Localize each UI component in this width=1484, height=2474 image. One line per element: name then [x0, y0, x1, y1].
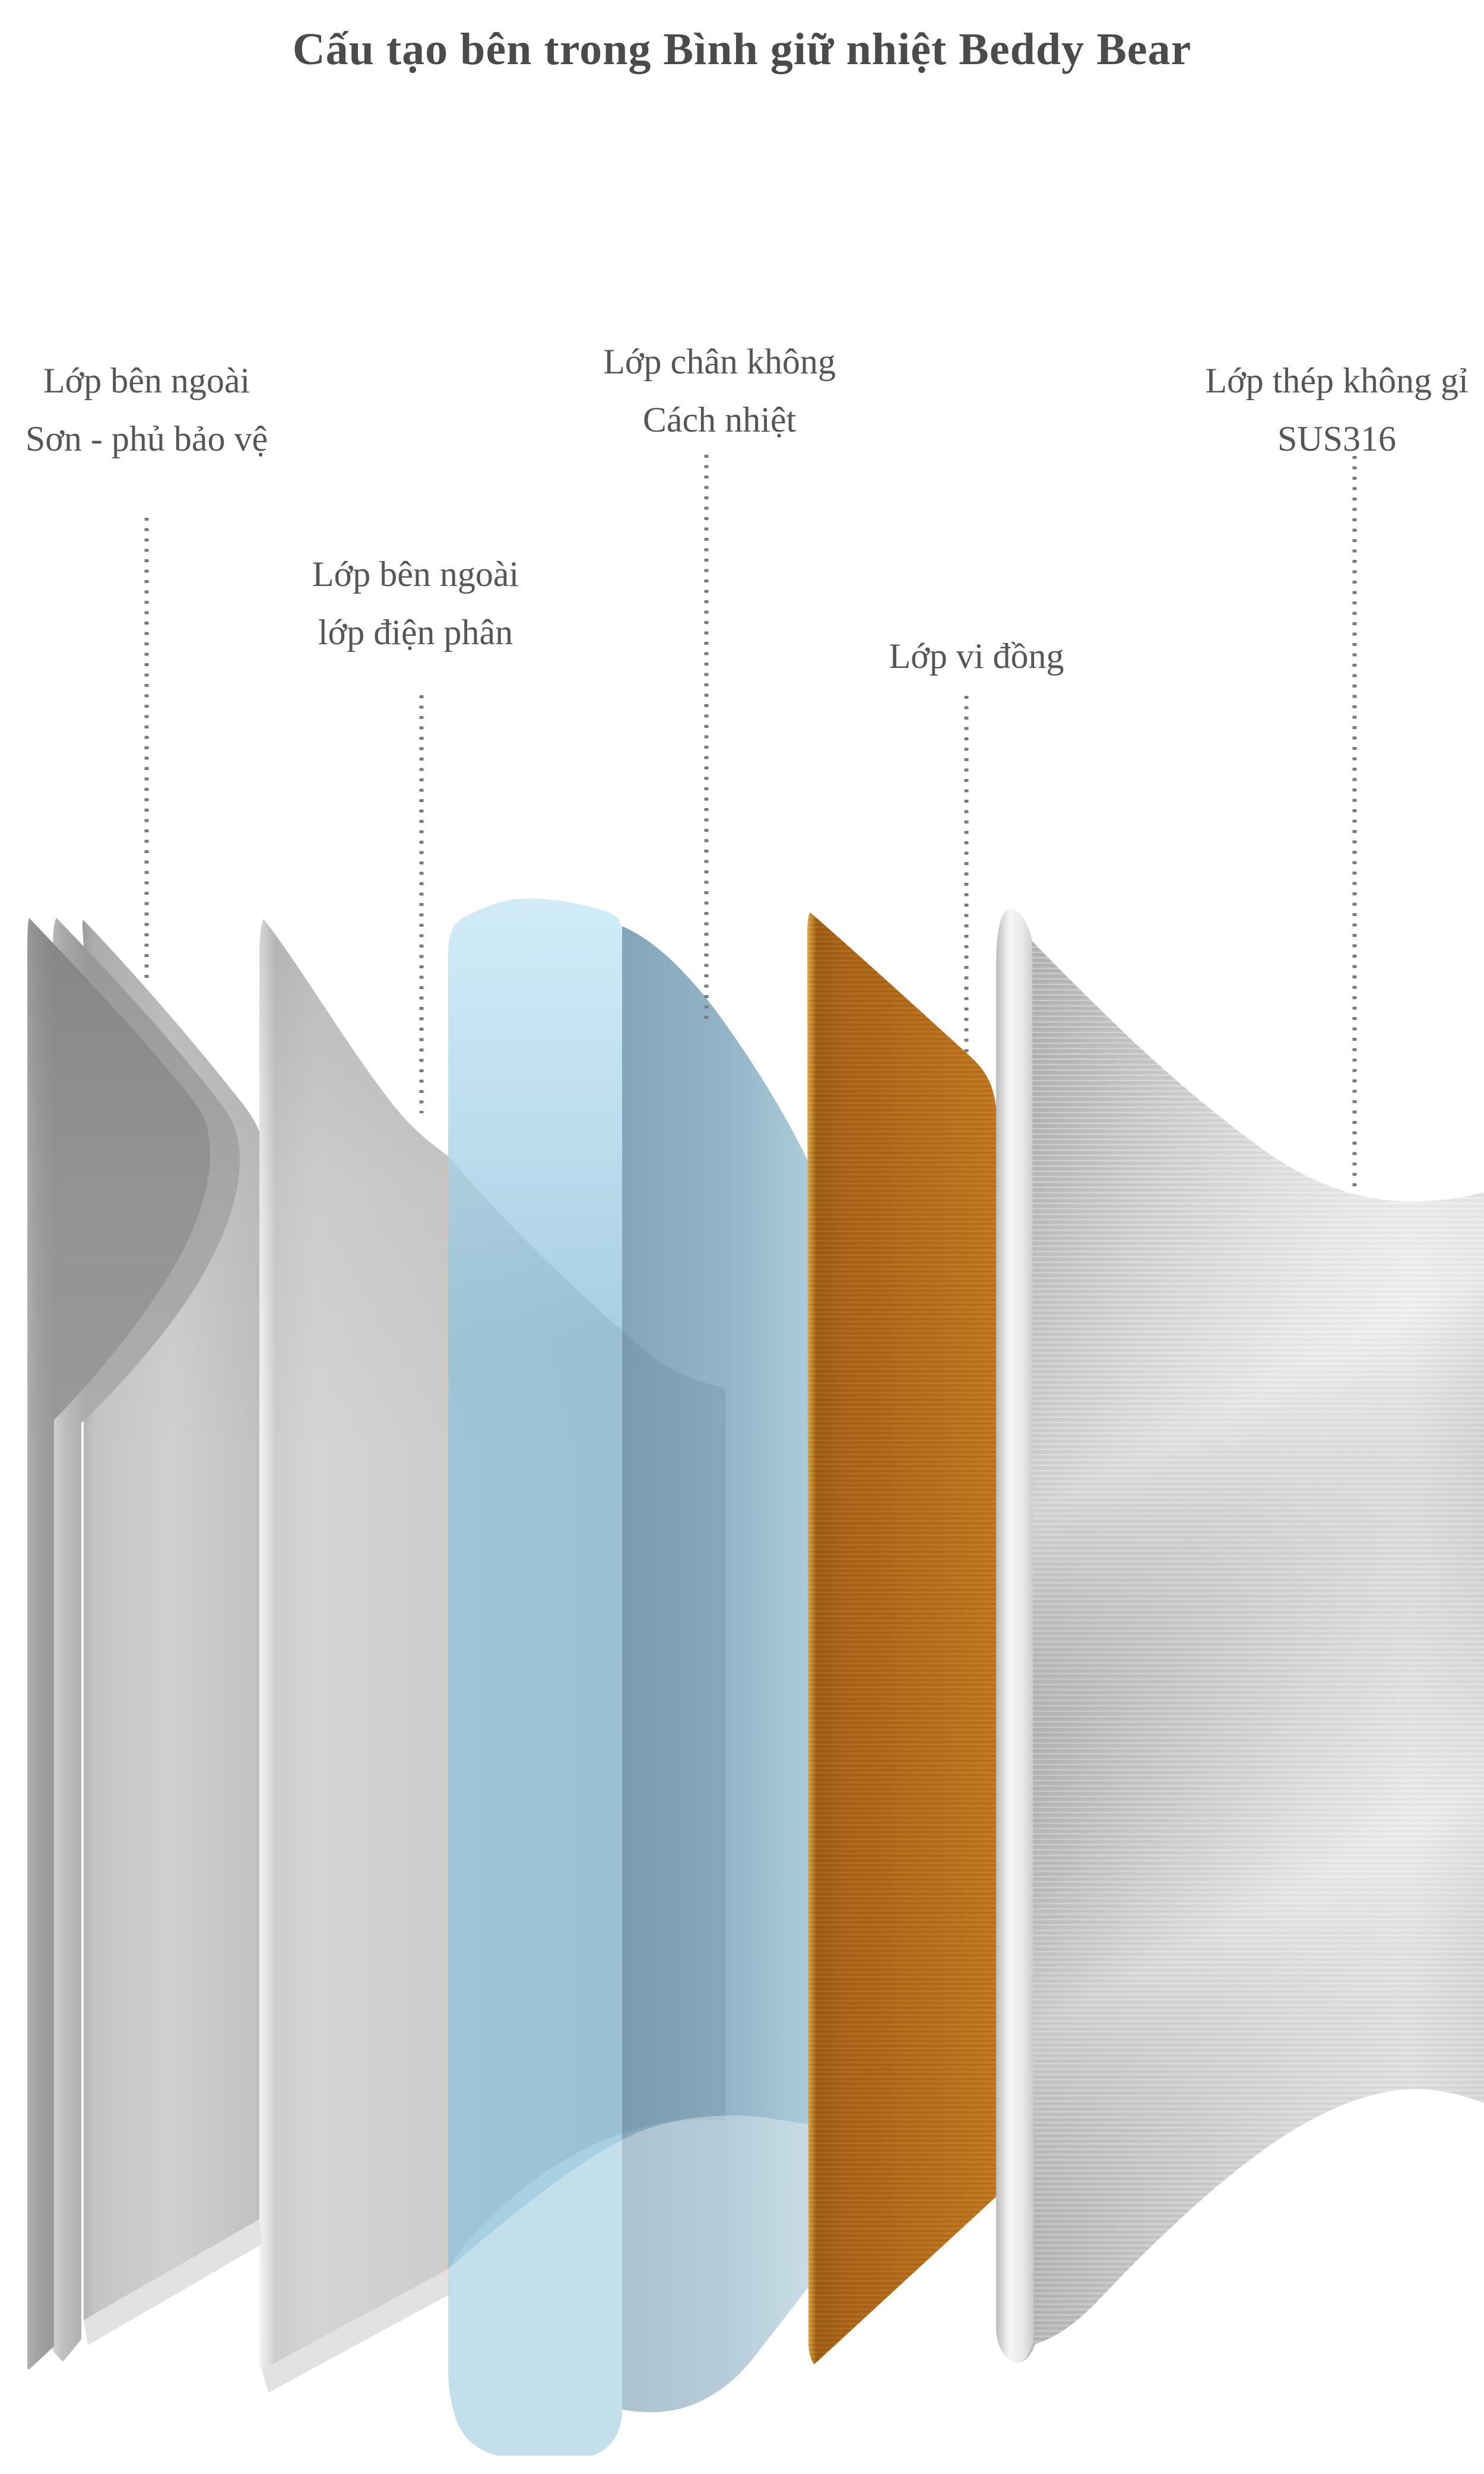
- vacuum-layer-slab: [448, 898, 808, 2456]
- label-steel: Lớp thép không gỉ SUS316: [1205, 351, 1468, 468]
- label-vacuum-line1: Lớp chân không: [603, 342, 836, 381]
- electrolytic-layer-sheet: [259, 919, 725, 2393]
- label-copper-line1: Lớp vi đồng: [889, 636, 1064, 676]
- label-outer-paint-line1: Lớp bên ngoài: [43, 361, 250, 400]
- label-outer-electro-line1: Lớp bên ngoài: [312, 555, 519, 594]
- label-copper: Lớp vi đồng: [889, 627, 1064, 685]
- label-outer-electro-line2: lớp điện phân: [318, 613, 513, 652]
- label-steel-line1: Lớp thép không gỉ: [1205, 361, 1469, 400]
- label-vacuum: Lớp chân không Cách nhiệt: [603, 332, 836, 449]
- page-title: Cấu tạo bên trong Bình giữ nhiệt Beddy B…: [292, 24, 1192, 74]
- steel-layer-sheet: [996, 909, 1484, 2363]
- label-steel-line2: SUS316: [1277, 419, 1397, 458]
- copper-layer-sheet: [807, 913, 996, 2364]
- outer-paint-layer-sheets: [27, 918, 262, 2370]
- label-vacuum-line2: Cách nhiệt: [642, 400, 797, 439]
- leader-lines: [144, 455, 1357, 1187]
- label-outer-paint-line2: Sơn - phủ bảo vệ: [25, 419, 268, 458]
- label-outer-paint: Lớp bên ngoài Sơn - phủ bảo vệ: [26, 351, 268, 468]
- label-outer-electro: Lớp bên ngoài lớp điện phân: [312, 545, 519, 661]
